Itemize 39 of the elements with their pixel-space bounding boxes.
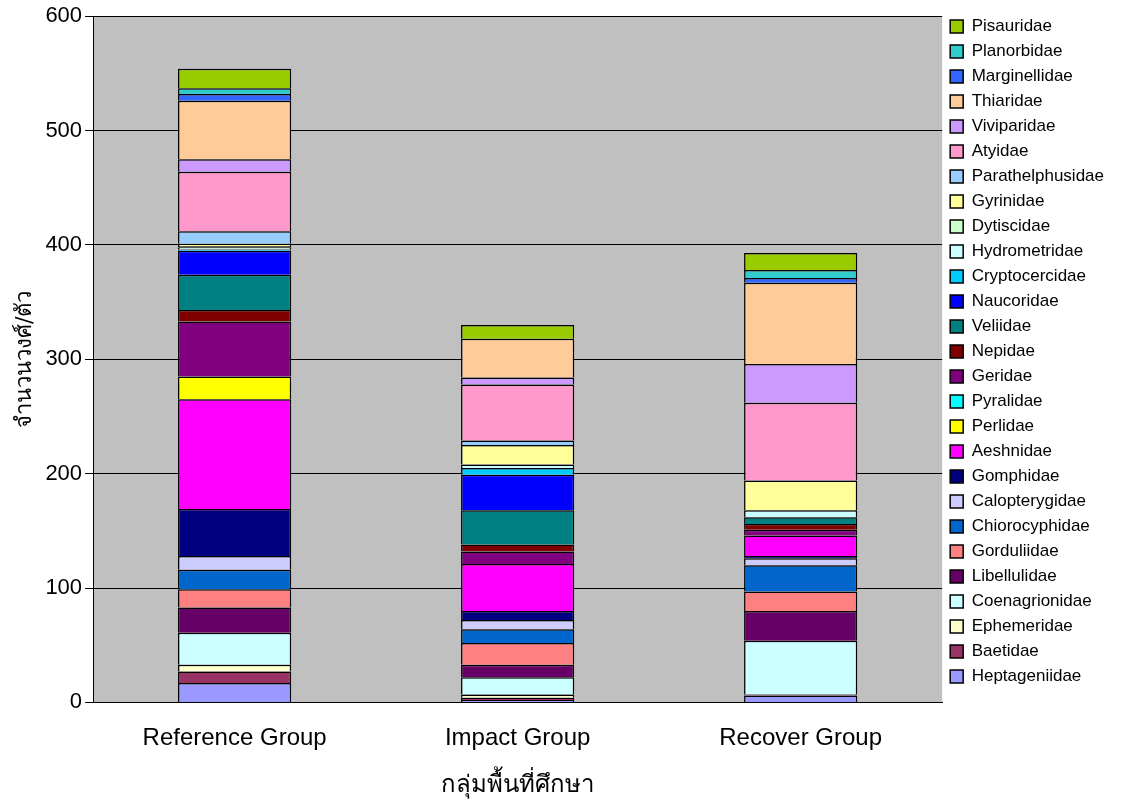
legend-label: Gorduliidae — [971, 541, 1059, 561]
legend-label: Aeshnidae — [971, 441, 1053, 461]
x-axis-title: กลุ่มพื้นที่ศึกษา — [441, 765, 595, 799]
x-tick-label: Reference Group — [142, 723, 327, 751]
legend-label: Planorbidae — [971, 41, 1063, 61]
legend-label: Heptageniidae — [971, 666, 1082, 686]
legend-label: Nepidae — [971, 341, 1036, 361]
legend-label: Dytiscidae — [971, 216, 1051, 236]
legend-label: Naucoridae — [971, 291, 1059, 311]
legend-label: Coenagrionidae — [971, 591, 1092, 611]
legend-label: Ephemeridae — [971, 616, 1073, 636]
legend-label: Baetidae — [971, 641, 1039, 661]
legend-label: Hydrometridae — [971, 241, 1084, 261]
legend-label: Atyidae — [971, 141, 1029, 161]
y-tick-label: 600 — [45, 2, 83, 28]
legend-label: Pyralidae — [971, 391, 1043, 411]
legend-label: Viviparidae — [971, 116, 1056, 136]
legend-label: Gomphidae — [971, 466, 1060, 486]
y-tick-label: 400 — [45, 231, 83, 256]
legend-label: Pisauridae — [971, 16, 1053, 36]
legend-label: Libellulidae — [971, 566, 1057, 586]
legend-label: Calopterygidae — [971, 491, 1087, 511]
legend-label: Veliidae — [971, 316, 1032, 336]
legend-label: Gyrinidae — [971, 191, 1045, 211]
legend-label: Parathelphusidae — [971, 166, 1105, 186]
legend-label: Perlidae — [971, 416, 1035, 436]
legend-label: Chiorocyphidae — [971, 516, 1090, 536]
y-tick-label: 100 — [45, 574, 83, 600]
legend-label: Thiaridae — [971, 91, 1043, 111]
legend-label: Marginellidae — [971, 66, 1073, 86]
x-tick-label: Impact Group — [444, 723, 591, 751]
y-tick-label: 500 — [45, 116, 83, 142]
x-tick-label: Recover Group — [719, 723, 883, 751]
y-tick-label: 200 — [45, 459, 83, 485]
y-axis-title: จำนวนวงศ์/ตัว — [10, 290, 36, 429]
legend-label: Geridae — [971, 366, 1033, 386]
legend-label: Cryptocercidae — [971, 266, 1087, 286]
y-tick-label: 0 — [69, 688, 83, 714]
y-tick-label: 300 — [45, 345, 83, 371]
